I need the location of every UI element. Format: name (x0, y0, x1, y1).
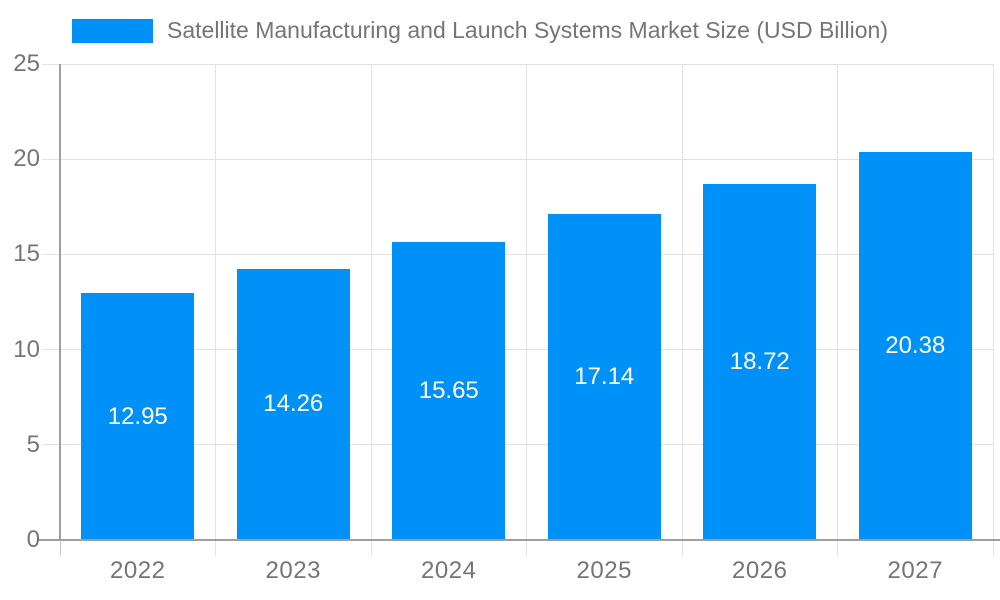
bar-value-label: 12.95 (107, 402, 168, 430)
y-gridline (42, 349, 993, 351)
bar-value-label: 15.65 (418, 377, 479, 405)
y-gridline (42, 444, 993, 446)
bar-value-label: 20.38 (885, 331, 946, 359)
y-tick-label: 5 (26, 430, 40, 458)
y-axis-line (59, 64, 61, 541)
chart-title: Satellite Manufacturing and Launch Syste… (167, 17, 888, 43)
bar-2023: 14.26 (236, 268, 350, 540)
bar-value-label: 17.14 (574, 362, 635, 390)
x-axis-line (38, 539, 1000, 541)
bar-value-label: 18.72 (729, 347, 790, 375)
x-gridline (215, 64, 216, 556)
bar-2026: 18.72 (703, 183, 817, 540)
y-tick-label: 10 (13, 335, 40, 363)
x-gridline (837, 64, 838, 556)
bar-2027: 20.38 (858, 151, 972, 540)
y-gridline (42, 253, 993, 255)
y-tick-label: 15 (13, 240, 40, 268)
x-gridline (681, 64, 683, 556)
x-tick-label: 2026 (732, 557, 788, 584)
x-tick-label: 2025 (576, 557, 632, 584)
y-tick-label: 20 (13, 145, 40, 173)
plot-area: 12.95 14.26 15.65 17.14 18.72 20.38 (42, 63, 994, 556)
x-gridline (992, 64, 994, 556)
y-axis-labels: 0 5 10 15 20 25 (0, 50, 40, 553)
x-tick-label: 2027 (887, 557, 943, 584)
x-tick-label: 2023 (265, 557, 321, 584)
bar-2022: 12.95 (81, 293, 195, 540)
y-gridline (42, 63, 993, 65)
bar-2024: 15.65 (392, 242, 506, 540)
x-axis-labels: 2022 2023 2024 2025 2026 2027 (60, 556, 993, 590)
chart-legend: Satellite Manufacturing and Launch Syste… (72, 17, 888, 44)
bar-value-label: 14.26 (263, 390, 324, 418)
x-tick-label: 2024 (421, 557, 477, 584)
y-tick-label: 0 (26, 526, 40, 553)
y-tick-label: 25 (13, 50, 40, 77)
x-gridline (370, 64, 372, 556)
x-gridline (526, 64, 527, 556)
y-gridline (42, 158, 993, 160)
legend-swatch (72, 18, 153, 43)
bar-2025: 17.14 (547, 213, 661, 540)
x-tick-label: 2022 (110, 557, 166, 584)
